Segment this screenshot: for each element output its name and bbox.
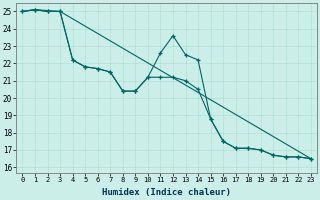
X-axis label: Humidex (Indice chaleur): Humidex (Indice chaleur) [102,188,231,197]
